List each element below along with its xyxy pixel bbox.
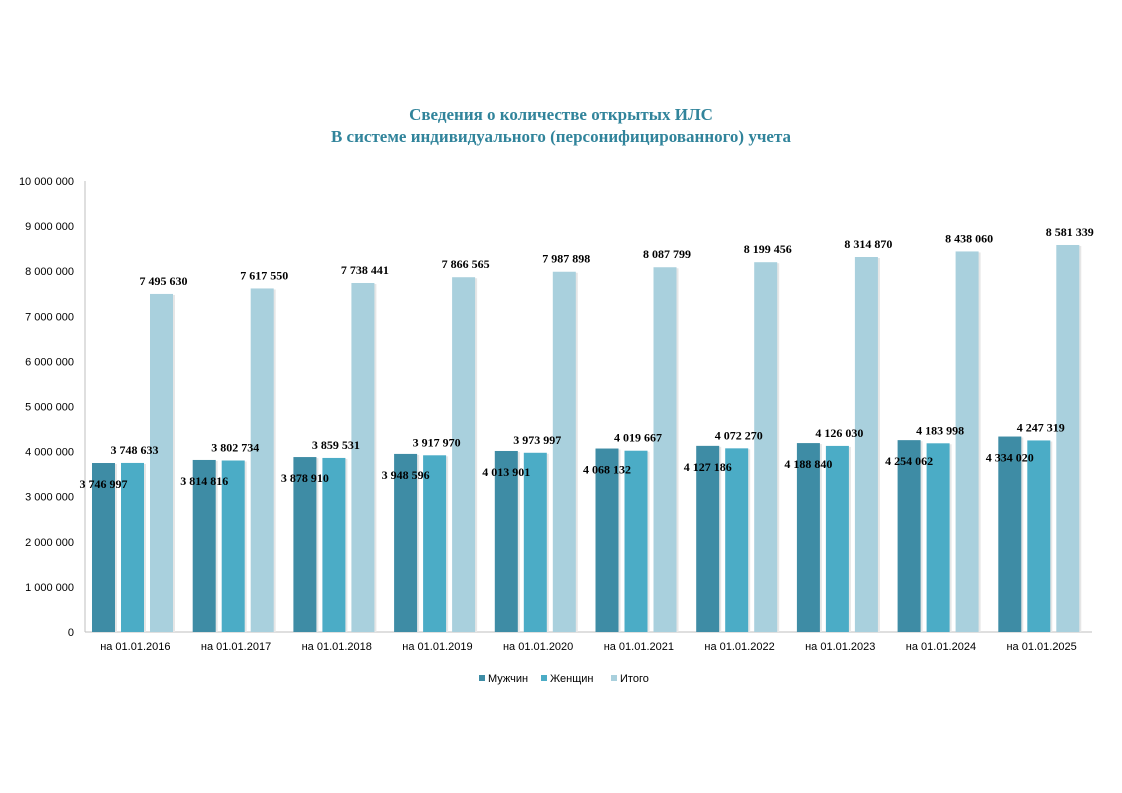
data-label: 8 199 456 [744, 242, 792, 256]
bar [192, 459, 216, 632]
y-tick-label: 6 000 000 [25, 356, 74, 368]
legend-label: Женщин [550, 673, 593, 685]
y-tick-label: 5 000 000 [25, 402, 74, 414]
bars [92, 244, 1082, 633]
bar [696, 445, 720, 632]
data-label: 4 127 186 [684, 460, 732, 474]
data-label: 7 617 550 [240, 268, 288, 282]
data-label: 3 878 910 [281, 471, 329, 485]
x-tick-label: на 01.01.2025 [1006, 641, 1076, 653]
data-label: 4 126 030 [815, 426, 863, 440]
x-tick-label: на 01.01.2016 [100, 641, 170, 653]
y-tick-label: 8 000 000 [25, 266, 74, 278]
x-tick-label: на 01.01.2024 [906, 641, 976, 653]
data-label: 8 438 060 [945, 231, 993, 245]
y-tick-label: 3 000 000 [25, 492, 74, 504]
y-tick-label: 4 000 000 [25, 447, 74, 459]
bar [998, 436, 1022, 632]
bar [897, 440, 921, 632]
y-tick-label: 9 000 000 [25, 221, 74, 233]
data-label: 4 013 901 [482, 465, 530, 479]
bar [595, 448, 619, 632]
x-tick-label: на 01.01.2019 [402, 641, 472, 653]
x-tick-label: на 01.01.2018 [302, 641, 372, 653]
y-tick-label: 2 000 000 [25, 537, 74, 549]
data-label: 3 746 997 [80, 477, 128, 491]
data-label: 8 581 339 [1046, 225, 1094, 239]
legend-swatch [479, 675, 485, 681]
legend-swatch [611, 675, 617, 681]
data-label: 3 802 734 [211, 440, 259, 454]
bar [754, 262, 778, 632]
data-label: 3 859 531 [312, 438, 360, 452]
bar [1027, 440, 1051, 632]
data-label: 4 254 062 [885, 454, 933, 468]
bar [653, 267, 677, 632]
data-label: 4 188 840 [784, 457, 832, 471]
bar [552, 271, 576, 632]
chart-subtitle: В системе индивидуального (персонифициро… [331, 127, 792, 146]
data-label: 4 247 319 [1017, 420, 1065, 434]
bar [150, 293, 173, 632]
x-tick-label: на 01.01.2017 [201, 641, 271, 653]
data-label: 3 748 633 [111, 443, 159, 457]
bar [452, 277, 476, 632]
x-tick-label: на 01.01.2021 [604, 641, 674, 653]
data-label: 3 948 596 [382, 468, 430, 482]
data-label: 4 072 270 [715, 428, 763, 442]
data-labels: 3 746 997 3 814 816 3 878 910 3 948 596 4 01… [80, 225, 1094, 491]
y-tick-label: 7 000 000 [25, 311, 74, 323]
data-label: 7 738 441 [341, 263, 389, 277]
x-tick-label: на 01.01.2022 [704, 641, 774, 653]
y-axis: 0 1 000 000 2 000 000 3 000 000 4 000 000 5 0… [19, 176, 86, 639]
bar [351, 282, 375, 632]
bar [322, 457, 346, 632]
data-label: 4 334 020 [986, 451, 1034, 465]
bar [423, 455, 447, 632]
bar [494, 450, 518, 632]
bar [926, 443, 950, 632]
y-tick-label: 10 000 000 [19, 176, 74, 188]
bar [523, 452, 547, 632]
data-label: 3 917 970 [413, 435, 461, 449]
legend-label: Мужчин [488, 673, 528, 685]
legend-swatch [541, 675, 547, 681]
bar [293, 457, 317, 632]
x-tick-label: на 01.01.2023 [805, 641, 875, 653]
data-label: 4 183 998 [916, 423, 964, 437]
bar [394, 453, 418, 632]
bar [221, 460, 245, 632]
bar [796, 443, 820, 632]
data-label: 3 973 997 [513, 433, 561, 447]
data-label: 8 314 870 [844, 237, 892, 251]
x-tick-label: на 01.01.2020 [503, 641, 573, 653]
bar [92, 463, 115, 632]
legend-label: Итого [620, 673, 649, 685]
data-label: 8 087 799 [643, 247, 691, 261]
bar [854, 256, 878, 632]
bar [121, 462, 144, 632]
bar [624, 450, 648, 632]
y-tick-label: 1 000 000 [25, 582, 74, 594]
data-label: 4 068 132 [583, 463, 631, 477]
bar [955, 251, 979, 633]
data-label: 3 814 816 [180, 474, 228, 488]
bar [250, 288, 274, 632]
x-axis: на 01.01.2016 на 01.01.2017 на 01.01.2018 н… [85, 631, 1092, 653]
data-label: 4 019 667 [614, 431, 662, 445]
data-label: 7 987 898 [542, 252, 590, 266]
chart-title: Сведения о количестве открытых ИЛС [409, 105, 713, 124]
bar [825, 445, 849, 632]
bar [1056, 244, 1080, 632]
y-tick-label: 0 [68, 627, 74, 639]
data-label: 7 495 630 [140, 274, 188, 288]
bar [725, 448, 749, 632]
data-label: 7 866 565 [442, 257, 490, 271]
legend: Мужчин Женщин Итого [479, 673, 649, 685]
